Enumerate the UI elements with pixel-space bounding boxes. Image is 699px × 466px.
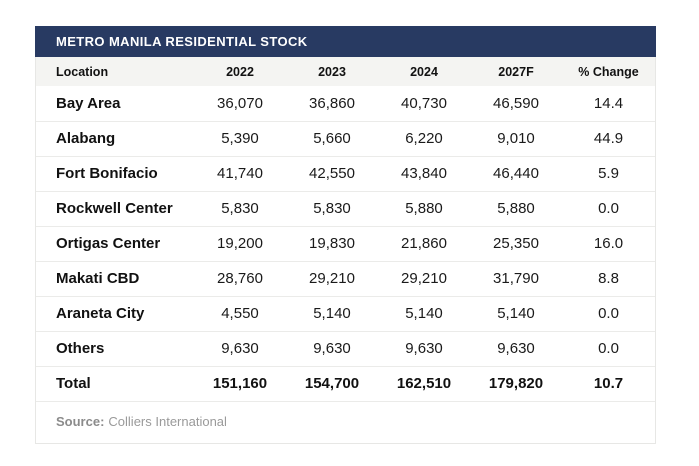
value-cell: 36,860 [286, 86, 378, 121]
location-cell: Others [36, 330, 194, 366]
value-cell: 42,550 [286, 155, 378, 191]
table-row: Alabang 5,390 5,660 6,220 9,010 44.9 [36, 120, 655, 156]
location-cell: Fort Bonifacio [36, 155, 194, 191]
value-cell: 9,630 [194, 330, 286, 366]
source-text: Colliers International [108, 414, 227, 429]
value-cell: 0.0 [562, 330, 655, 366]
value-cell: 19,200 [194, 225, 286, 261]
value-cell: 8.8 [562, 260, 655, 296]
table-row: Araneta City 4,550 5,140 5,140 5,140 0.0 [36, 295, 655, 331]
column-header-2023: 2023 [286, 57, 378, 86]
value-cell: 9,630 [470, 330, 562, 366]
value-cell: 9,010 [470, 120, 562, 156]
column-header-pct-change: % Change [562, 57, 655, 86]
value-cell: 25,350 [470, 225, 562, 261]
value-cell: 5,140 [470, 295, 562, 331]
value-cell: 6,220 [378, 120, 470, 156]
column-header-2022: 2022 [194, 57, 286, 86]
table-header-row: Location 2022 2023 2024 2027F % Change [36, 57, 655, 86]
source-label: Source: [56, 414, 105, 429]
value-cell: 5,390 [194, 120, 286, 156]
value-cell: 21,860 [378, 225, 470, 261]
value-cell: 36,070 [194, 86, 286, 121]
value-cell: 154,700 [286, 365, 378, 401]
column-header-2024: 2024 [378, 57, 470, 86]
value-cell: 46,440 [470, 155, 562, 191]
value-cell: 9,630 [378, 330, 470, 366]
table-row: Rockwell Center 5,830 5,830 5,880 5,880 … [36, 190, 655, 226]
value-cell: 179,820 [470, 365, 562, 401]
table-row: Others 9,630 9,630 9,630 9,630 0.0 [36, 330, 655, 366]
value-cell: 28,760 [194, 260, 286, 296]
value-cell: 44.9 [562, 120, 655, 156]
value-cell: 5,660 [286, 120, 378, 156]
value-cell: 5,140 [378, 295, 470, 331]
value-cell: 14.4 [562, 86, 655, 121]
value-cell: 5,140 [286, 295, 378, 331]
value-cell: 10.7 [562, 365, 655, 401]
residential-stock-table-card: METRO MANILA RESIDENTIAL STOCK Location … [35, 26, 656, 444]
table-row: Makati CBD 28,760 29,210 29,210 31,790 8… [36, 260, 655, 296]
value-cell: 29,210 [378, 260, 470, 296]
value-cell: 19,830 [286, 225, 378, 261]
location-cell: Ortigas Center [36, 225, 194, 261]
table-title-bar: METRO MANILA RESIDENTIAL STOCK [35, 26, 656, 57]
location-cell: Bay Area [36, 86, 194, 121]
value-cell: 29,210 [286, 260, 378, 296]
location-cell: Makati CBD [36, 260, 194, 296]
value-cell: 40,730 [378, 86, 470, 121]
source-note: Source: Colliers International [36, 401, 655, 443]
value-cell: 0.0 [562, 295, 655, 331]
residential-stock-table: Location 2022 2023 2024 2027F % Change B… [36, 57, 655, 401]
location-cell: Araneta City [36, 295, 194, 331]
value-cell: 151,160 [194, 365, 286, 401]
table-row-total: Total 151,160 154,700 162,510 179,820 10… [36, 365, 655, 401]
table-row: Fort Bonifacio 41,740 42,550 43,840 46,4… [36, 155, 655, 191]
column-header-location: Location [36, 57, 194, 86]
value-cell: 5,830 [194, 190, 286, 226]
value-cell: 31,790 [470, 260, 562, 296]
table-title: METRO MANILA RESIDENTIAL STOCK [56, 34, 308, 49]
value-cell: 5,880 [378, 190, 470, 226]
value-cell: 0.0 [562, 190, 655, 226]
value-cell: 9,630 [286, 330, 378, 366]
value-cell: 46,590 [470, 86, 562, 121]
value-cell: 5.9 [562, 155, 655, 191]
location-cell: Alabang [36, 120, 194, 156]
table-row: Ortigas Center 19,200 19,830 21,860 25,3… [36, 225, 655, 261]
value-cell: 16.0 [562, 225, 655, 261]
value-cell: 41,740 [194, 155, 286, 191]
value-cell: 162,510 [378, 365, 470, 401]
value-cell: 4,550 [194, 295, 286, 331]
location-cell: Rockwell Center [36, 190, 194, 226]
column-header-2027f: 2027F [470, 57, 562, 86]
value-cell: 5,830 [286, 190, 378, 226]
table-row: Bay Area 36,070 36,860 40,730 46,590 14.… [36, 86, 655, 121]
value-cell: 5,880 [470, 190, 562, 226]
location-cell: Total [36, 365, 194, 401]
value-cell: 43,840 [378, 155, 470, 191]
